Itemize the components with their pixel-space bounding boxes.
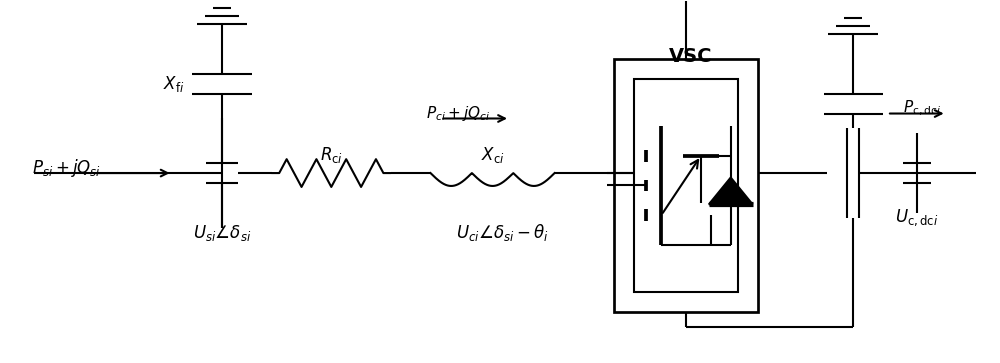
Text: $U_{\mathrm{c,dc}i}$: $U_{\mathrm{c,dc}i}$ <box>895 207 939 228</box>
Text: $P_{si} + jQ_{si}$: $P_{si} + jQ_{si}$ <box>32 157 101 179</box>
Text: VSC: VSC <box>669 47 713 66</box>
Polygon shape <box>709 178 753 204</box>
Text: $U_{ci}\angle\delta_{si} - \theta_i$: $U_{ci}\angle\delta_{si} - \theta_i$ <box>456 221 549 242</box>
Text: $X_{\mathrm{c}i}$: $X_{\mathrm{c}i}$ <box>481 145 504 165</box>
Text: $P_{\mathrm{c,dc}i}$: $P_{\mathrm{c,dc}i}$ <box>903 99 941 118</box>
Text: $P_{ci} + jQ_{ci}$: $P_{ci} + jQ_{ci}$ <box>426 103 490 123</box>
Text: $R_{\mathrm{c}i}$: $R_{\mathrm{c}i}$ <box>320 145 343 165</box>
Bar <box>634 79 738 292</box>
Text: $U_{si}\angle\delta_{si}$: $U_{si}\angle\delta_{si}$ <box>193 223 251 242</box>
Bar <box>614 59 758 312</box>
Text: $X_{\mathrm{f}i}$: $X_{\mathrm{f}i}$ <box>163 74 184 94</box>
